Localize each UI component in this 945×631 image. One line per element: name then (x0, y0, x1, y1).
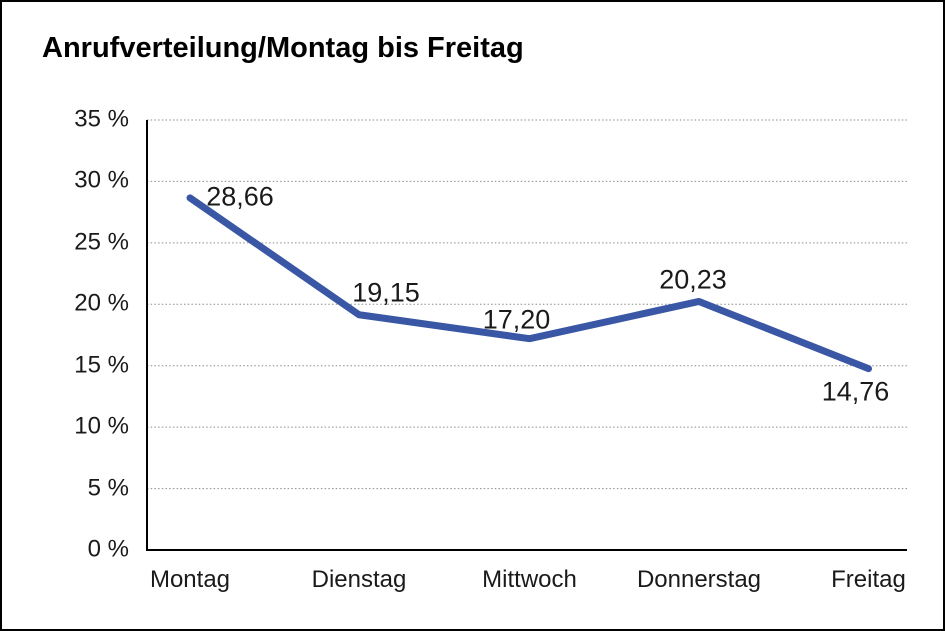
y-axis-tick-label: 10 % (74, 412, 129, 440)
data-point-label: 28,66 (206, 181, 274, 212)
y-axis-tick-label: 25 % (74, 228, 129, 256)
y-axis-tick-label: 30 % (74, 166, 129, 194)
y-axis-tick-label: 15 % (74, 351, 129, 379)
y-axis-tick-label: 20 % (74, 289, 129, 317)
x-axis-category-label: Dienstag (311, 566, 407, 593)
data-point-label: 17,20 (482, 304, 551, 335)
data-point-label: 20,23 (659, 264, 727, 295)
x-axis-category-label: Donnerstag (636, 566, 762, 593)
x-axis-category-label: Montag (149, 566, 231, 593)
data-point-label: 14,76 (821, 376, 890, 407)
x-axis-category-label: Freitag (831, 566, 906, 593)
x-axis-category-label: Mittwoch (482, 566, 577, 593)
y-axis-tick-label: 5 % (87, 474, 129, 502)
data-point-label: 19,15 (352, 277, 420, 308)
data-series-line (186, 194, 872, 373)
y-axis-tick-label: 35 % (74, 105, 129, 133)
chart-title: Anrufverteilung/Montag bis Freitag (42, 32, 524, 64)
y-axis-tick-label: 0 % (87, 535, 129, 563)
